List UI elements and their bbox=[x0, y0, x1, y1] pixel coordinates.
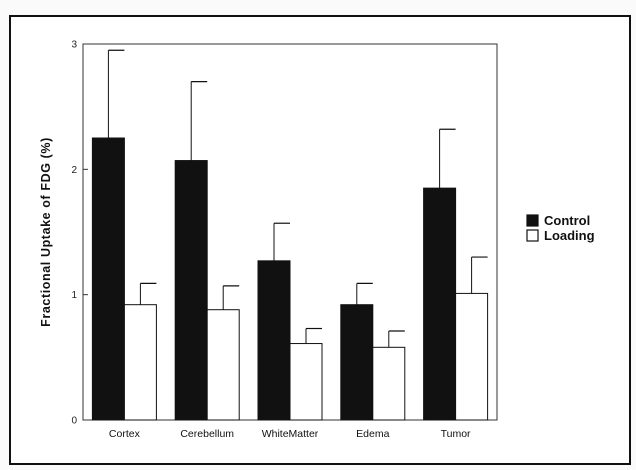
legend-label-control: Control bbox=[544, 213, 590, 228]
x-category-label: WhiteMatter bbox=[262, 428, 319, 440]
legend-label-loading: Loading bbox=[544, 228, 595, 243]
y-tick-label: 2 bbox=[71, 165, 77, 176]
x-category-label: Tumor bbox=[441, 428, 471, 440]
x-axis: Cortex Cerebellum WhiteMatter Edema Tumor bbox=[109, 428, 471, 440]
bar-loading-cortex bbox=[123, 304, 157, 421]
bars bbox=[91, 137, 489, 421]
bar-control-tumor bbox=[423, 187, 457, 421]
bar-loading-whitematter bbox=[289, 343, 323, 421]
y-tick-label: 1 bbox=[71, 290, 77, 301]
bar-loading-edema bbox=[372, 346, 406, 421]
error-bars bbox=[107, 49, 488, 348]
y-axis-title: Fractional Uptake of FDG (%) bbox=[39, 137, 53, 327]
legend-swatch-control bbox=[526, 214, 539, 227]
bar-loading-cerebellum bbox=[206, 309, 240, 421]
bar-control-edema bbox=[340, 304, 374, 421]
y-tick-label: 3 bbox=[71, 40, 77, 51]
y-tick-label: 0 bbox=[71, 416, 77, 427]
legend-swatch-loading bbox=[526, 229, 539, 242]
bar-loading-tumor bbox=[455, 292, 489, 421]
bar-control-cerebellum bbox=[174, 160, 208, 421]
y-axis: 0 1 2 3 bbox=[71, 40, 88, 427]
x-category-label: Cerebellum bbox=[180, 428, 234, 440]
x-category-label: Cortex bbox=[109, 428, 141, 440]
bar-control-cortex bbox=[91, 137, 125, 421]
x-category-label: Edema bbox=[356, 428, 389, 440]
bar-control-whitematter bbox=[257, 260, 291, 421]
